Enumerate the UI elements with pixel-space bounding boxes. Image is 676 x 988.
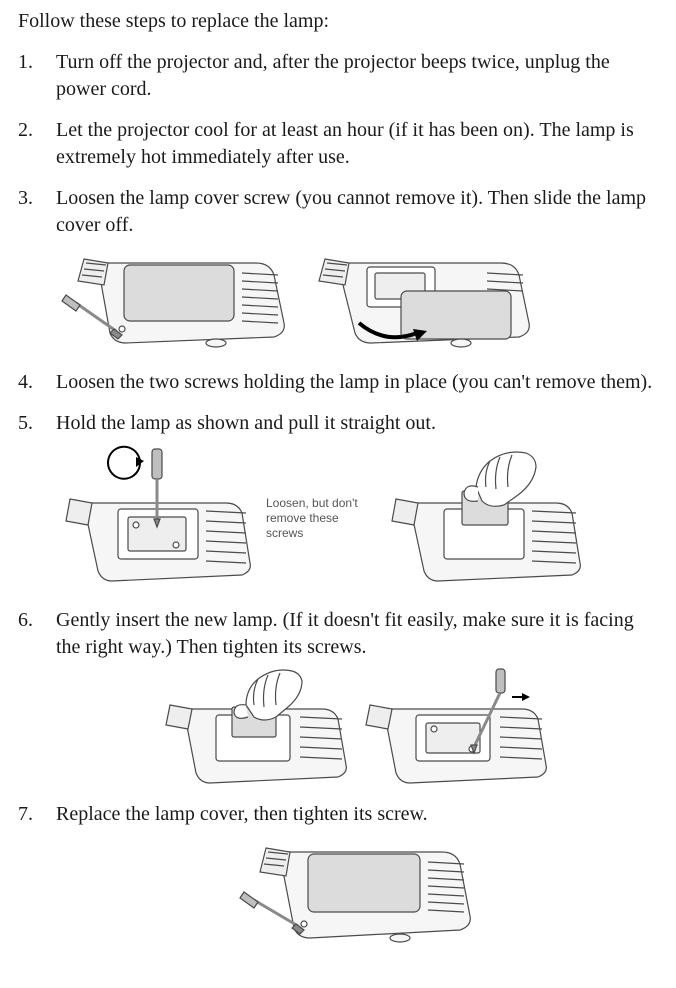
step-7-text: Replace the lamp cover, then tighten its… [56,803,428,825]
step-2: Let the projector cool for at least an h… [18,117,658,171]
step-5: Hold the lamp as shown and pull it strai… [18,410,658,593]
fig-step5-pull [386,443,586,593]
caption-loosen-screws: Loosen, but don't remove these screws [266,496,376,541]
step-3-text: Loosen the lamp cover screw (you cannot … [56,187,646,236]
fig-step3-cover-off [301,245,536,355]
fig-step3-cover-on [56,245,291,355]
steps-list: Turn off the projector and, after the pr… [18,49,658,954]
step-2-text: Let the projector cool for at least an h… [56,119,634,168]
step-1-text: Turn off the projector and, after the pr… [56,51,610,100]
step-4: Loosen the two screws holding the lamp i… [18,369,658,396]
step-3-figures [56,245,658,355]
fig-step5-loosen [56,443,256,593]
step-5-figures: Loosen, but don't remove these screws [56,443,658,593]
step-6-text: Gently insert the new lamp. (If it doesn… [56,609,634,658]
instructions-intro: Follow these steps to replace the lamp: [18,8,658,35]
step-1: Turn off the projector and, after the pr… [18,49,658,103]
step-6-figures [56,667,658,787]
fig-step6-tighten [362,667,552,787]
fig-step6-insert [162,667,352,787]
step-7-figures [56,834,658,954]
step-7: Replace the lamp cover, then tighten its… [18,801,658,954]
step-6: Gently insert the new lamp. (If it doesn… [18,607,658,787]
step-4-text: Loosen the two screws holding the lamp i… [56,371,652,393]
fig-step7-replace-cover [232,834,482,954]
step-5-text: Hold the lamp as shown and pull it strai… [56,412,436,434]
step-3: Loosen the lamp cover screw (you cannot … [18,185,658,355]
